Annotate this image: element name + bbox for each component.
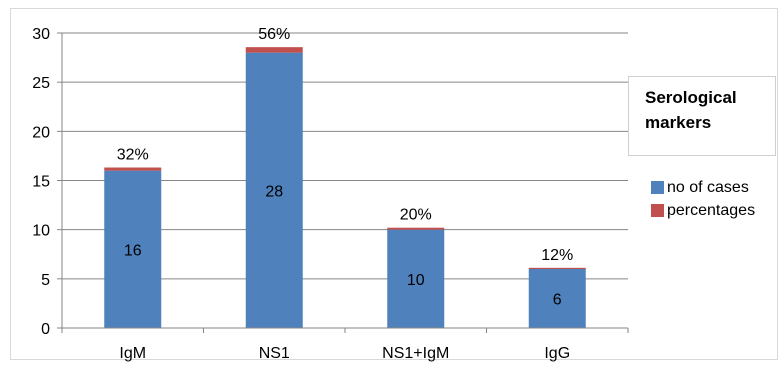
labels: 0 5 10 15 20 25 30 16 32% IgM 28 56% NS1 10 20% NS1+IgM…: [32, 26, 573, 362]
x-tick-label: NS1+IgM: [382, 345, 449, 362]
bar-cases: [528, 269, 586, 328]
bar-percentages: [528, 267, 586, 269]
y-tick-label: 5: [41, 272, 50, 289]
data-label: 16: [124, 242, 142, 259]
legend-swatch-cases: [651, 181, 664, 194]
percent-label: 12%: [541, 247, 573, 264]
bars: [104, 47, 586, 329]
percent-label: 56%: [258, 26, 290, 43]
y-tick-label: 10: [32, 223, 50, 240]
legend-item-cases: no of cases: [651, 176, 755, 199]
y-tick-label: 0: [41, 321, 50, 338]
axes: [57, 32, 629, 333]
legend: no of cases percentages: [651, 176, 755, 222]
legend-label-percentages: percentages: [667, 201, 756, 219]
chart-frame: [10, 8, 778, 360]
y-tick-label: 25: [32, 75, 50, 92]
legend-swatch-percentages: [651, 204, 664, 217]
bar-cases: [245, 52, 303, 329]
bar-cases: [387, 229, 445, 328]
chart-title-line-1: Serological: [645, 88, 737, 107]
y-tick-label: 30: [32, 26, 50, 43]
legend-item-percentages: percentages: [651, 199, 755, 222]
bar-percentages: [387, 227, 445, 230]
data-label: 28: [265, 183, 283, 200]
percent-label: 32%: [117, 147, 149, 164]
bar-percentages: [245, 47, 303, 53]
chart-title-line-2: markers: [645, 113, 712, 132]
x-tick-label: NS1: [259, 345, 290, 362]
bar-cases: [104, 170, 162, 328]
y-tick-label: 15: [32, 174, 50, 191]
legend-label-cases: no of cases: [667, 178, 749, 196]
x-tick-label: IgG: [544, 345, 570, 362]
percent-label: 20%: [400, 207, 432, 224]
data-label: 6: [553, 292, 562, 309]
y-tick-label: 20: [32, 124, 50, 141]
bar-percentages: [104, 167, 162, 171]
chart-title-box: Serological markers: [628, 76, 776, 156]
x-tick-label: IgM: [119, 345, 146, 362]
data-label: 10: [407, 272, 425, 289]
